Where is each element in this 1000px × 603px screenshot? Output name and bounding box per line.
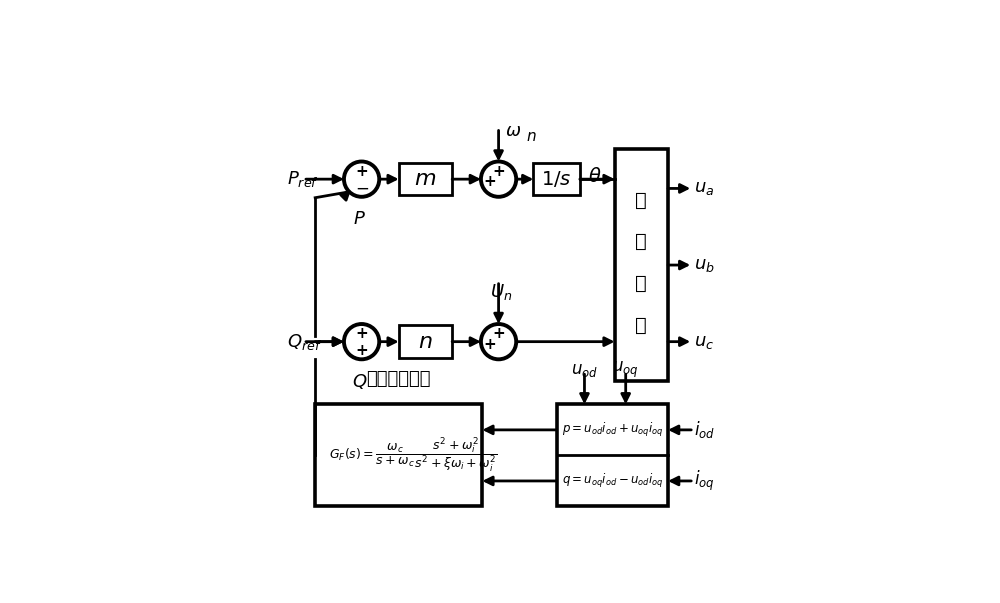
Text: 合: 合: [635, 274, 647, 293]
Text: 成: 成: [635, 316, 647, 335]
Text: $p=u_{od}i_{od}+u_{oq}i_{oq}$: $p=u_{od}i_{od}+u_{oq}i_{oq}$: [562, 421, 663, 439]
Text: $U_n$: $U_n$: [490, 282, 512, 302]
Text: $q=u_{oq}i_{od}-u_{od}i_{oq}$: $q=u_{oq}i_{od}-u_{od}i_{oq}$: [562, 472, 663, 490]
Text: +: +: [355, 343, 368, 358]
Bar: [315, 405, 482, 507]
Bar: [533, 163, 580, 195]
Text: +: +: [492, 326, 505, 341]
Text: $n$: $n$: [418, 332, 433, 352]
Text: $i_{oq}$: $i_{oq}$: [694, 469, 714, 493]
Text: +: +: [483, 174, 496, 189]
Text: $P_{ref}$: $P_{ref}$: [287, 169, 319, 189]
Text: $u_a$: $u_a$: [694, 180, 714, 197]
Text: $Q$: $Q$: [352, 371, 367, 391]
Text: $m$: $m$: [414, 169, 437, 189]
Text: +: +: [355, 326, 368, 341]
Bar: [615, 149, 668, 381]
Text: $u_b$: $u_b$: [694, 256, 714, 274]
Text: $\omega$: $\omega$: [505, 122, 521, 140]
Text: $\theta$: $\theta$: [588, 167, 601, 186]
Text: +: +: [483, 337, 496, 352]
Bar: [399, 163, 452, 195]
Text: $n$: $n$: [526, 129, 536, 144]
Text: +: +: [492, 163, 505, 178]
Text: +: +: [355, 163, 368, 178]
Text: $-$: $-$: [355, 179, 369, 197]
Text: $G_F(s)=\dfrac{\omega_c}{s+\omega_c}\dfrac{s^2+\omega_i^2}{s^2+\xi\omega_i+\omeg: $G_F(s)=\dfrac{\omega_c}{s+\omega_c}\dfr…: [329, 436, 497, 475]
Text: $1/s$: $1/s$: [541, 169, 572, 189]
Bar: [557, 405, 668, 507]
Text: $u_c$: $u_c$: [694, 333, 714, 351]
Text: 电: 电: [635, 191, 647, 210]
Text: $P$: $P$: [353, 210, 366, 227]
Text: $u_{oq}$: $u_{oq}$: [612, 359, 639, 380]
Text: $Q_{ref}$: $Q_{ref}$: [287, 332, 322, 352]
Text: $i_{od}$: $i_{od}$: [694, 419, 715, 440]
Bar: [399, 326, 452, 358]
Text: 复合型滤波器: 复合型滤波器: [366, 370, 431, 388]
Text: $u_{od}$: $u_{od}$: [571, 361, 598, 379]
Text: 压: 压: [635, 232, 647, 251]
